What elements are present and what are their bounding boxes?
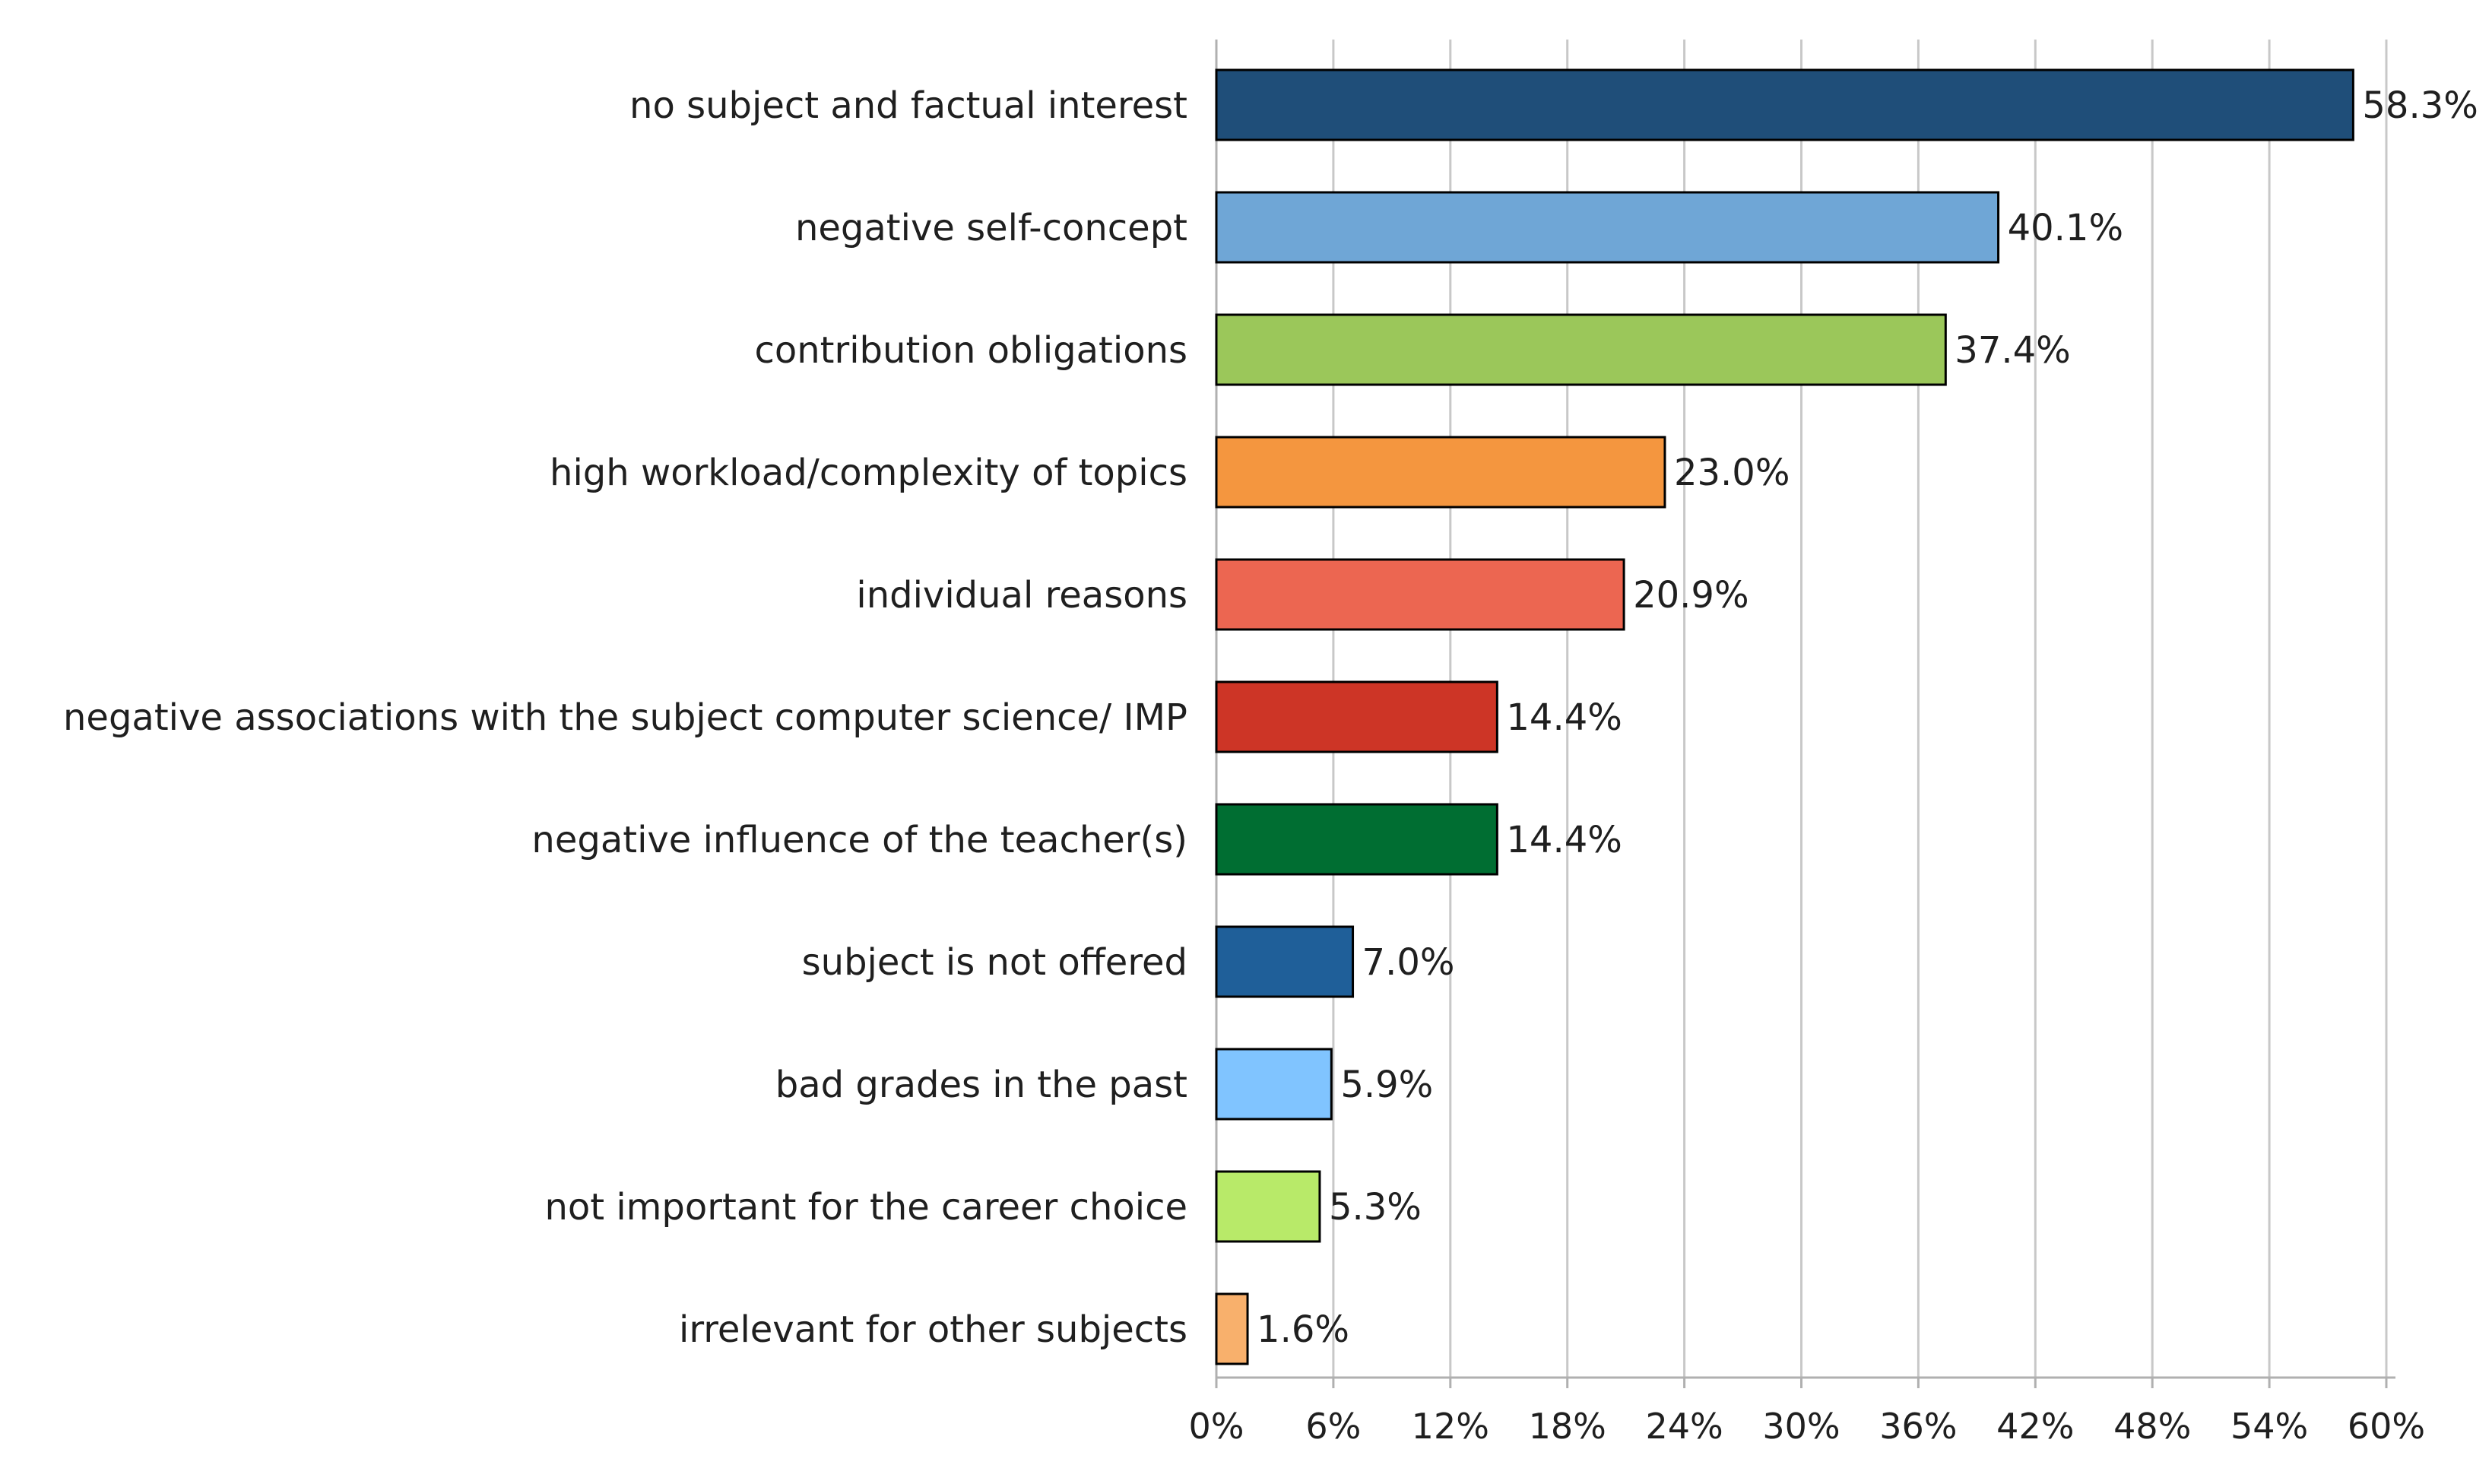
category-label: high workload/complexity of topics [550, 452, 1187, 494]
x-tick-label: 54% [2230, 1406, 2308, 1447]
x-tick-label: 6% [1305, 1406, 1361, 1447]
value-label: 14.4% [1506, 696, 1622, 739]
value-label: 23.0% [1674, 452, 1790, 494]
x-tick-label: 36% [1879, 1406, 1957, 1447]
category-label: no subject and factual interest [629, 84, 1187, 127]
category-label: bad grades in the past [775, 1064, 1187, 1106]
category-label: negative self-concept [795, 207, 1187, 249]
value-label: 58.3% [2362, 84, 2478, 127]
bar [1215, 1292, 1249, 1365]
category-label: negative influence of the teacher(s) [531, 819, 1187, 861]
x-tick-label: 30% [1762, 1406, 1840, 1447]
category-label: individual reasons [856, 574, 1187, 617]
bar [1215, 1170, 1321, 1243]
x-tick-label: 42% [1996, 1406, 2074, 1447]
bar [1215, 313, 1947, 386]
value-label: 5.9% [1340, 1064, 1433, 1106]
value-label: 7.0% [1362, 941, 1455, 984]
bar [1215, 68, 2354, 141]
value-label: 1.6% [1257, 1308, 1349, 1351]
value-label: 14.4% [1506, 819, 1622, 861]
category-label: subject is not offered [802, 941, 1187, 984]
x-tick-label: 0% [1189, 1406, 1244, 1447]
x-tick-label: 12% [1412, 1406, 1489, 1447]
category-label: contribution obligations [754, 329, 1187, 372]
value-label: 20.9% [1633, 574, 1749, 617]
x-tick-label: 60% [2348, 1406, 2425, 1447]
bar-layer [1215, 68, 2354, 1365]
value-label: 5.3% [1329, 1186, 1422, 1229]
bar [1215, 436, 1666, 509]
x-tick-label: 48% [2113, 1406, 2191, 1447]
category-label: irrelevant for other subjects [679, 1308, 1187, 1351]
bar [1215, 558, 1625, 631]
value-label: 37.4% [1955, 329, 2070, 372]
bar [1215, 1048, 1333, 1121]
axis-layer: 0% 6% 12% 18% 24% 30% 36% 42% 48% 54% 60% [1189, 40, 2425, 1447]
value-label: 40.1% [2008, 207, 2123, 249]
category-label: negative associations with the subject c… [63, 696, 1187, 739]
bar [1215, 803, 1498, 876]
x-tick-label: 18% [1529, 1406, 1606, 1447]
x-tick-label: 24% [1645, 1406, 1723, 1447]
category-label: not important for the career choice [544, 1186, 1187, 1229]
label-layer: no subject and factual interest 58.3% nega… [63, 84, 2478, 1351]
bar [1215, 191, 2000, 264]
bar [1215, 925, 1355, 998]
bar [1215, 680, 1498, 753]
